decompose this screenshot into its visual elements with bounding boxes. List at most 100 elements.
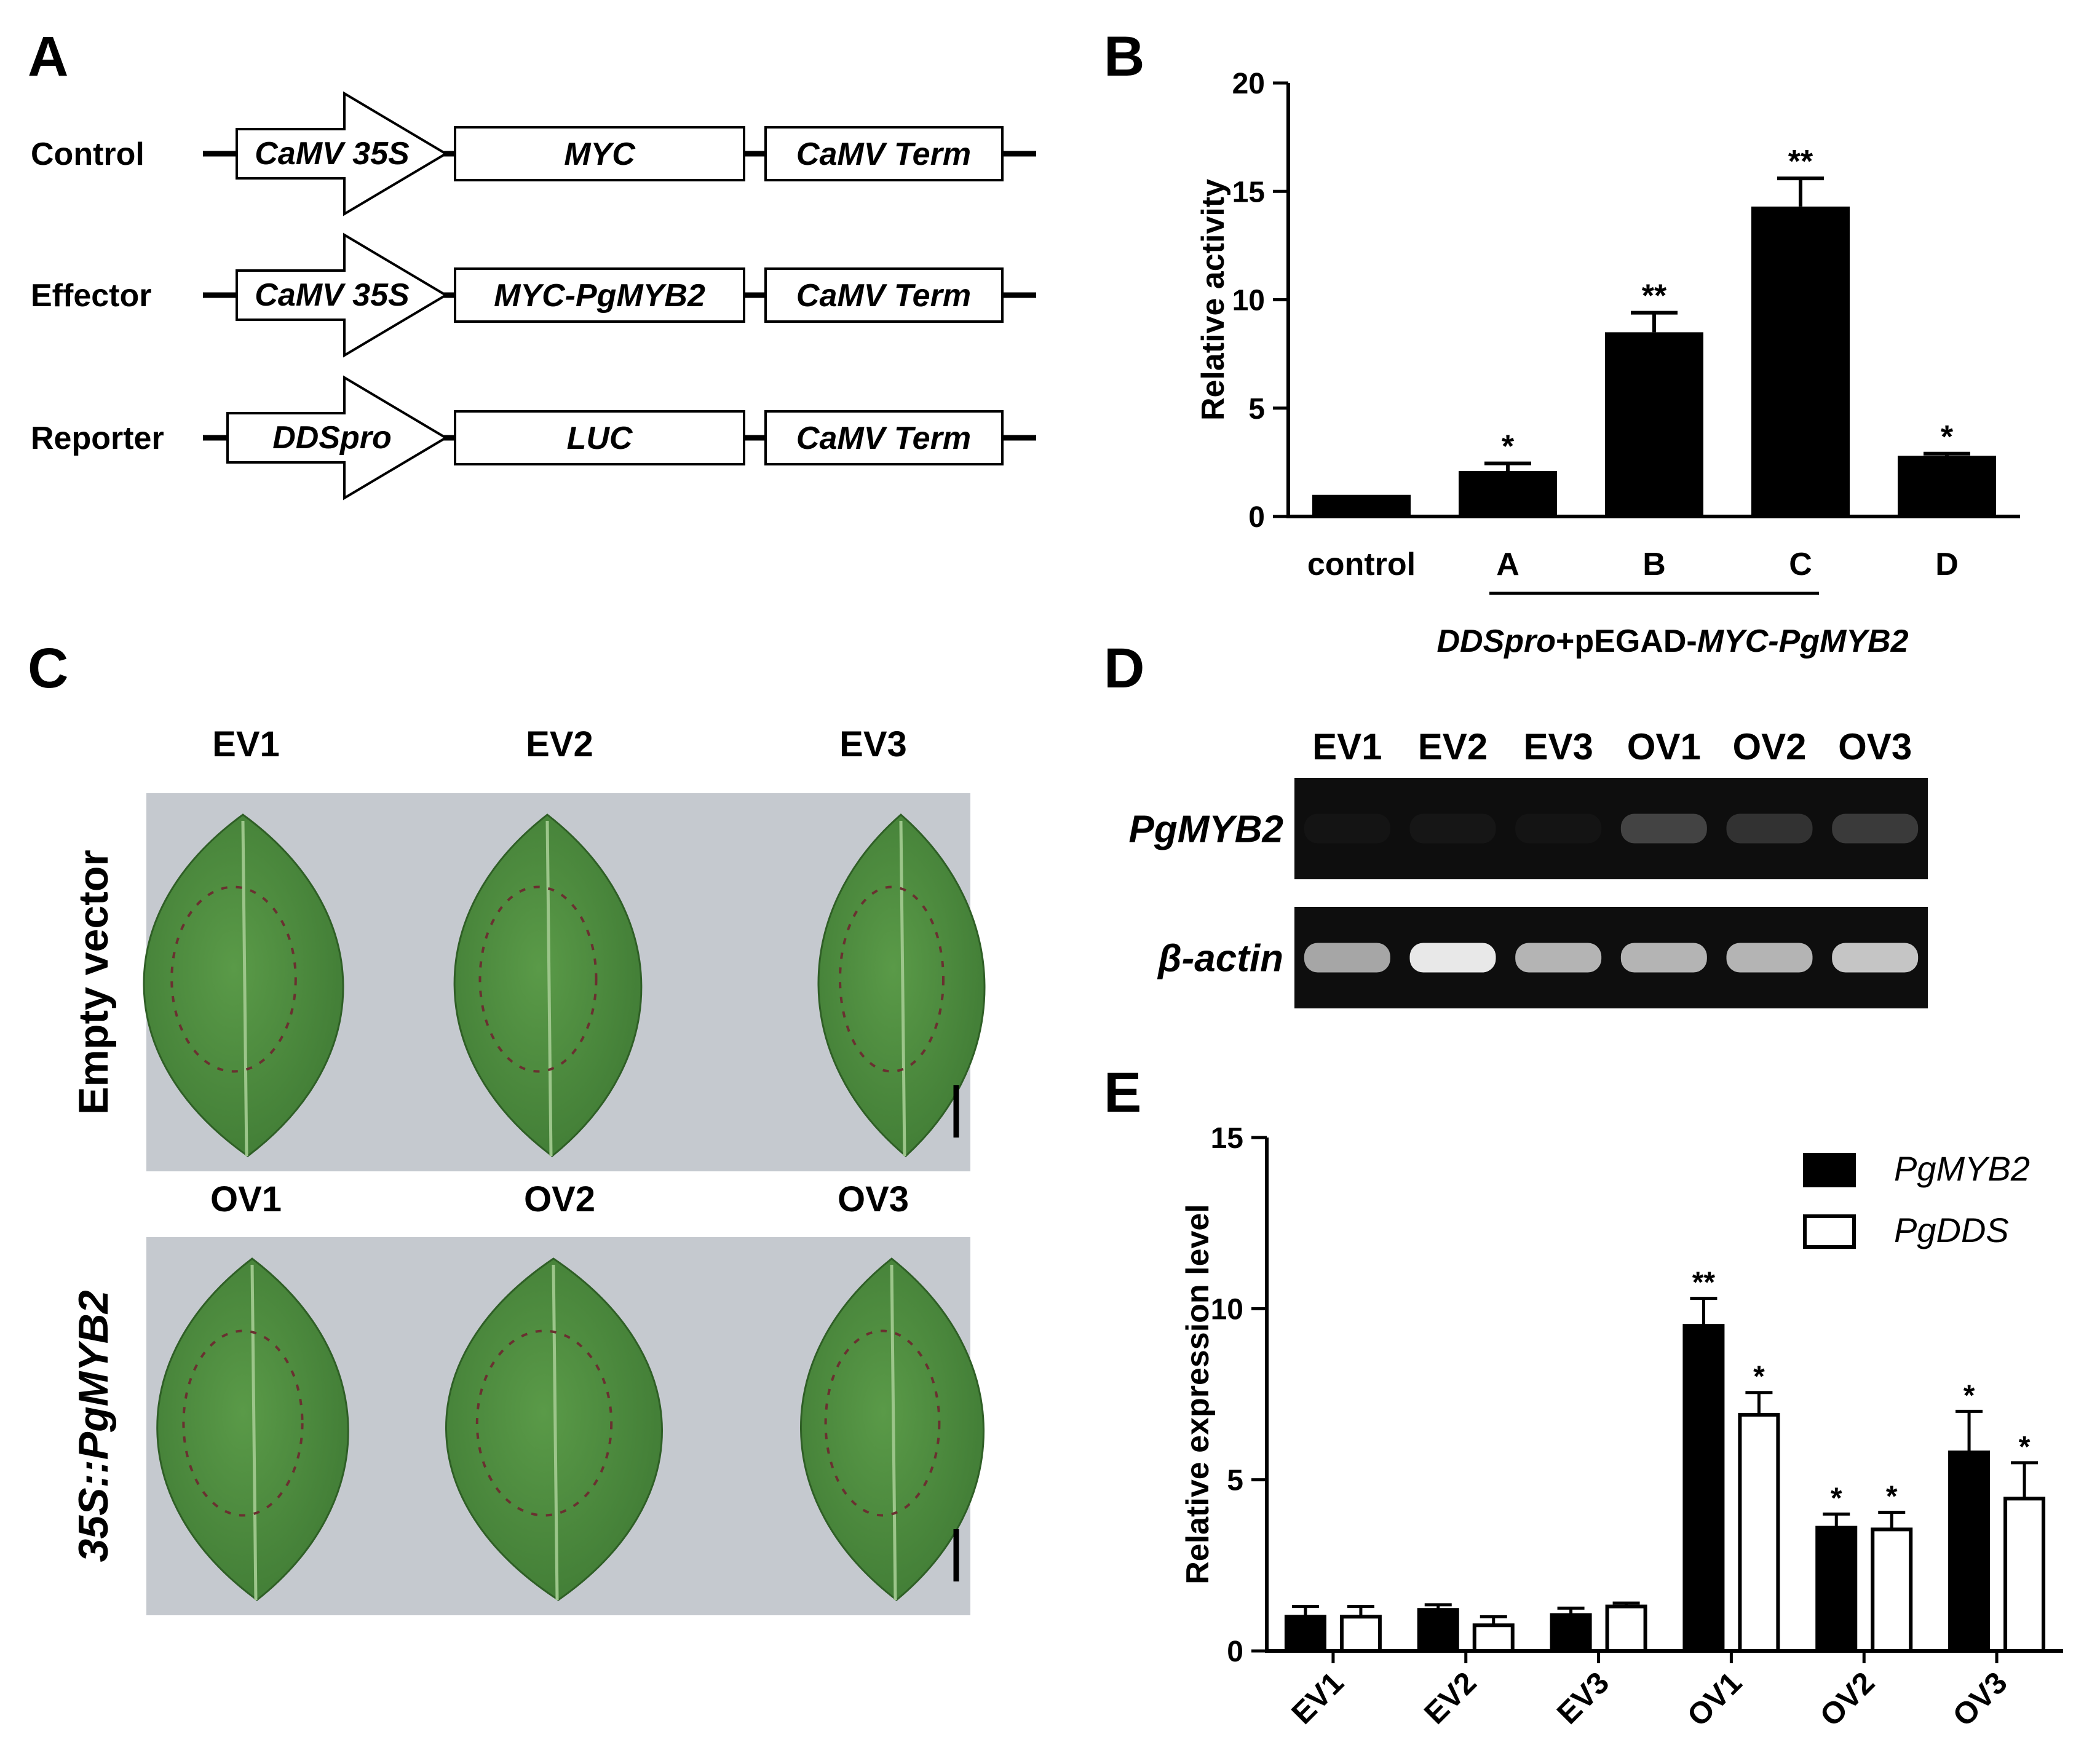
panel-d-letter: D — [1104, 637, 1145, 700]
leaf-midrib — [552, 1264, 559, 1601]
gel-strip — [1294, 907, 1928, 1008]
bar — [1751, 206, 1850, 516]
terminator-box — [764, 410, 1004, 465]
significance-mark: * — [1886, 1481, 1898, 1513]
gel-band — [1515, 813, 1602, 844]
construct-row-label: Effector — [31, 278, 151, 314]
gel-band — [1409, 813, 1496, 844]
leaf-midrib — [890, 1264, 897, 1601]
bar — [1459, 470, 1557, 516]
terminator-label: CaMV Term — [796, 137, 971, 172]
construct-row-label: Reporter — [31, 421, 164, 456]
y-tick-label: 10 — [1232, 285, 1265, 317]
gel-band — [1515, 943, 1602, 973]
y-tick-label: 5 — [1227, 1465, 1243, 1497]
panel-e-letter: E — [1104, 1061, 1142, 1124]
infiltration-zone — [170, 885, 297, 1073]
significance-mark: * — [1753, 1361, 1765, 1393]
infiltration-zone — [478, 885, 598, 1073]
bar — [1871, 1527, 1913, 1653]
y-tick-label: 0 — [1227, 1636, 1243, 1668]
legend-swatch — [1803, 1153, 1856, 1187]
x-tick-label: C — [1789, 547, 1812, 582]
bar — [1312, 494, 1411, 516]
lane-label: EV1 — [1312, 726, 1382, 767]
y-tick-label: 20 — [1232, 68, 1265, 100]
legend-swatch — [1803, 1214, 1856, 1249]
y-tick-label: 5 — [1248, 393, 1265, 425]
terminator-box — [764, 126, 1004, 181]
y-tick-label: 0 — [1248, 501, 1265, 534]
legend-label: PgDDS — [1894, 1211, 2009, 1249]
promoter-label: CaMV 35S — [255, 136, 410, 172]
sample-label: EV1 — [212, 724, 280, 764]
panel-b-letter: B — [1104, 25, 1145, 88]
leaf-midrib — [250, 1264, 258, 1601]
gel-row-label: β-actin — [1157, 938, 1283, 980]
bar — [1605, 332, 1703, 516]
gel-band — [1726, 813, 1813, 844]
construct-diagram: Control CaMV 35S MYC CaMV Term Effector CaMV … — [31, 91, 1036, 501]
bar — [1472, 1623, 1515, 1653]
significance-mark: * — [2019, 1431, 2031, 1463]
bar — [1284, 1615, 1326, 1653]
lane-label: OV2 — [1732, 726, 1806, 767]
bar — [1339, 1615, 1382, 1653]
y-tick-label: 10 — [1211, 1293, 1243, 1326]
promoter-arrow — [226, 375, 448, 501]
terminator-label: CaMV Term — [796, 278, 971, 314]
lane-label: OV3 — [1838, 726, 1912, 767]
significance-mark: ** — [1788, 144, 1813, 180]
panel-a-letter: A — [28, 25, 69, 88]
promoter-label: CaMV 35S — [255, 277, 410, 313]
bar — [1948, 1450, 1991, 1653]
sample-label: OV3 — [838, 1179, 909, 1219]
panel-c-letter: C — [28, 637, 69, 700]
lane-label: EV3 — [1523, 726, 1593, 767]
gene-box — [454, 126, 745, 181]
gel-band — [1304, 813, 1390, 844]
bar — [2003, 1497, 2046, 1653]
gel-band — [1304, 943, 1390, 973]
x-tick-label: EV2 — [1417, 1665, 1483, 1730]
y-tick-label: 15 — [1232, 176, 1265, 208]
significance-mark: * — [1963, 1379, 1975, 1412]
bar — [1605, 1604, 1647, 1653]
x-tick-label: A — [1496, 547, 1520, 582]
lane-label: OV1 — [1627, 726, 1701, 767]
sample-label: EV3 — [839, 724, 907, 764]
gene-label: MYC-PgMYB2 — [494, 278, 705, 314]
promoter-arrow — [236, 232, 448, 358]
significance-mark: * — [1502, 429, 1515, 465]
bar — [1682, 1324, 1725, 1653]
gene-box — [454, 267, 745, 323]
infiltration-zone — [475, 1329, 613, 1517]
y-axis-label: Relative activity — [1195, 179, 1231, 421]
significance-mark: ** — [1692, 1267, 1716, 1299]
x-tick-label: control — [1307, 547, 1416, 582]
x-tick-label: OV2 — [1813, 1665, 1881, 1733]
x-tick-label: D — [1935, 547, 1959, 582]
row-label: Empty vector — [70, 850, 117, 1115]
x-tick-label: OV3 — [1946, 1665, 2014, 1733]
expression-bar-chart: 0 5 10 15 Relative expression level EV1 EV2 EV3… — [1180, 1122, 2063, 1733]
infiltration-zone — [839, 885, 945, 1073]
infiltration-zone — [824, 1329, 941, 1517]
x-tick-label: OV1 — [1681, 1665, 1748, 1733]
rt-pcr-gel: EV1 EV2 EV3 OV1 OV2 OV3 PgMYB2 β-actin — [1129, 726, 1928, 1008]
leaf-midrib — [241, 820, 248, 1157]
bar — [1550, 1613, 1592, 1653]
bar — [1898, 456, 1996, 516]
gene-label: LUC — [567, 421, 633, 456]
legend-label: PgMYB2 — [1894, 1149, 2030, 1188]
bar — [1417, 1608, 1459, 1653]
sample-label: EV2 — [526, 724, 593, 764]
significance-mark: * — [1831, 1482, 1842, 1514]
terminator-label: CaMV Term — [796, 421, 971, 456]
promoter-arrow — [236, 91, 448, 216]
bar — [1815, 1526, 1858, 1653]
y-tick-label: 15 — [1211, 1122, 1243, 1155]
gel-band — [1409, 943, 1496, 973]
gel-band — [1832, 943, 1919, 973]
